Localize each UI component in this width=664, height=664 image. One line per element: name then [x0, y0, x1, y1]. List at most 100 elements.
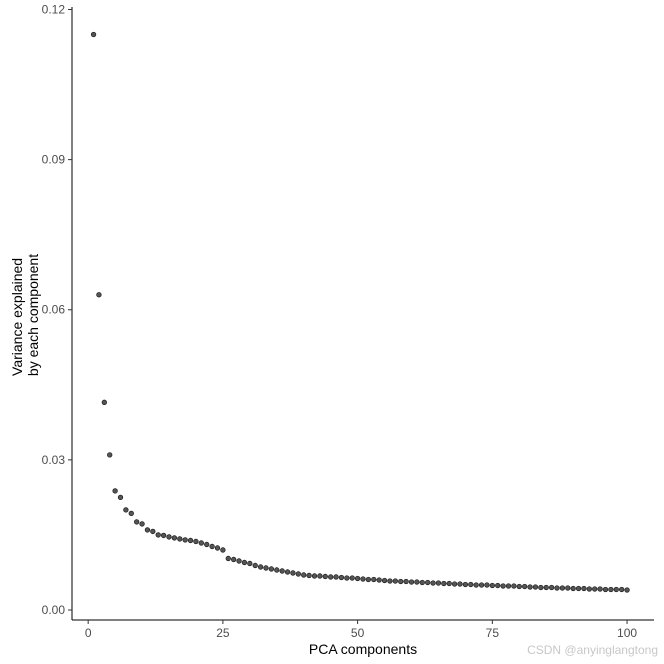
data-point — [608, 586, 614, 593]
x-tick-label: 0 — [85, 626, 92, 640]
data-point — [139, 521, 145, 527]
data-point — [338, 574, 345, 581]
data-point — [306, 572, 312, 579]
data-point — [624, 587, 630, 593]
data-point — [435, 580, 442, 586]
data-point — [204, 541, 210, 548]
data-point — [543, 584, 549, 591]
data-point — [365, 576, 372, 583]
data-point — [478, 582, 485, 588]
data-point — [441, 580, 447, 587]
data-point — [257, 564, 264, 570]
data-point — [586, 586, 592, 592]
data-point — [575, 585, 582, 592]
data-point — [462, 581, 469, 588]
data-point — [117, 494, 124, 501]
data-point — [128, 510, 134, 517]
data-point — [155, 532, 161, 538]
y-tick-label: 0.09 — [42, 153, 66, 167]
data-point — [451, 581, 458, 587]
data-point — [446, 580, 452, 587]
data-point — [107, 452, 113, 458]
data-point — [538, 584, 544, 591]
data-point — [171, 535, 178, 541]
data-point — [403, 578, 409, 585]
data-point — [274, 567, 280, 573]
y-tick-label: 0.06 — [42, 303, 66, 317]
data-point — [392, 578, 398, 584]
x-tick-label: 75 — [486, 626, 500, 640]
data-point — [527, 584, 533, 590]
data-point — [268, 566, 275, 572]
data-point — [500, 583, 506, 589]
data-point — [484, 582, 490, 588]
x-axis-title: PCA components — [309, 641, 417, 657]
data-point — [123, 507, 129, 513]
data-point — [134, 519, 140, 525]
data-point — [290, 570, 296, 576]
data-point — [371, 576, 377, 583]
data-point — [263, 565, 269, 571]
x-tick-label: 25 — [216, 626, 230, 640]
data-point — [150, 528, 156, 535]
data-point — [419, 579, 425, 586]
data-point — [559, 585, 566, 591]
data-point — [144, 527, 151, 533]
data-point — [112, 488, 118, 494]
data-point — [457, 581, 463, 587]
data-point — [565, 585, 571, 591]
data-point — [349, 575, 355, 581]
x-tick-label: 100 — [617, 626, 637, 640]
y-tick-label: 0.03 — [42, 453, 66, 467]
data-point — [473, 582, 479, 588]
data-point — [489, 582, 495, 589]
data-point — [505, 583, 512, 589]
data-point — [182, 537, 188, 543]
data-point — [376, 577, 382, 583]
data-point — [301, 572, 307, 578]
data-point — [247, 560, 253, 567]
x-tick-label: 50 — [351, 626, 365, 640]
data-point — [311, 573, 318, 579]
axes — [71, 7, 654, 621]
data-point — [570, 585, 576, 592]
data-point — [516, 583, 522, 590]
data-point — [414, 579, 420, 585]
data-point — [279, 568, 285, 574]
data-point — [398, 578, 404, 585]
y-tick-label: 0.00 — [42, 603, 66, 617]
y-axis-title-line-1: Variance explained — [9, 258, 25, 376]
data-points — [90, 31, 630, 593]
data-point — [160, 532, 167, 539]
data-point — [220, 547, 226, 553]
data-point — [317, 573, 323, 579]
data-point — [613, 586, 619, 593]
data-point — [96, 292, 102, 298]
data-point — [322, 573, 328, 580]
data-point — [592, 586, 598, 592]
data-point — [425, 579, 431, 586]
data-point — [198, 540, 204, 546]
x-axis-ticks: 0 25 50 75 100 — [85, 620, 637, 640]
y-axis-title-line-2: by each component — [25, 254, 41, 376]
data-point — [408, 579, 415, 585]
data-point — [381, 577, 388, 584]
data-point — [101, 399, 107, 405]
data-point — [597, 586, 603, 592]
data-point — [602, 586, 609, 593]
data-point — [236, 558, 242, 564]
data-point — [554, 585, 560, 591]
data-point — [225, 555, 231, 562]
data-point — [295, 571, 301, 577]
data-point — [166, 534, 172, 540]
data-point — [90, 31, 97, 38]
data-point — [328, 574, 334, 580]
data-point — [354, 575, 361, 582]
data-point — [177, 536, 183, 542]
watermark: CSDN @anyinglangtong — [527, 643, 658, 657]
data-point — [511, 583, 517, 589]
data-point — [187, 537, 194, 544]
data-point — [284, 569, 291, 575]
data-point — [532, 584, 539, 590]
